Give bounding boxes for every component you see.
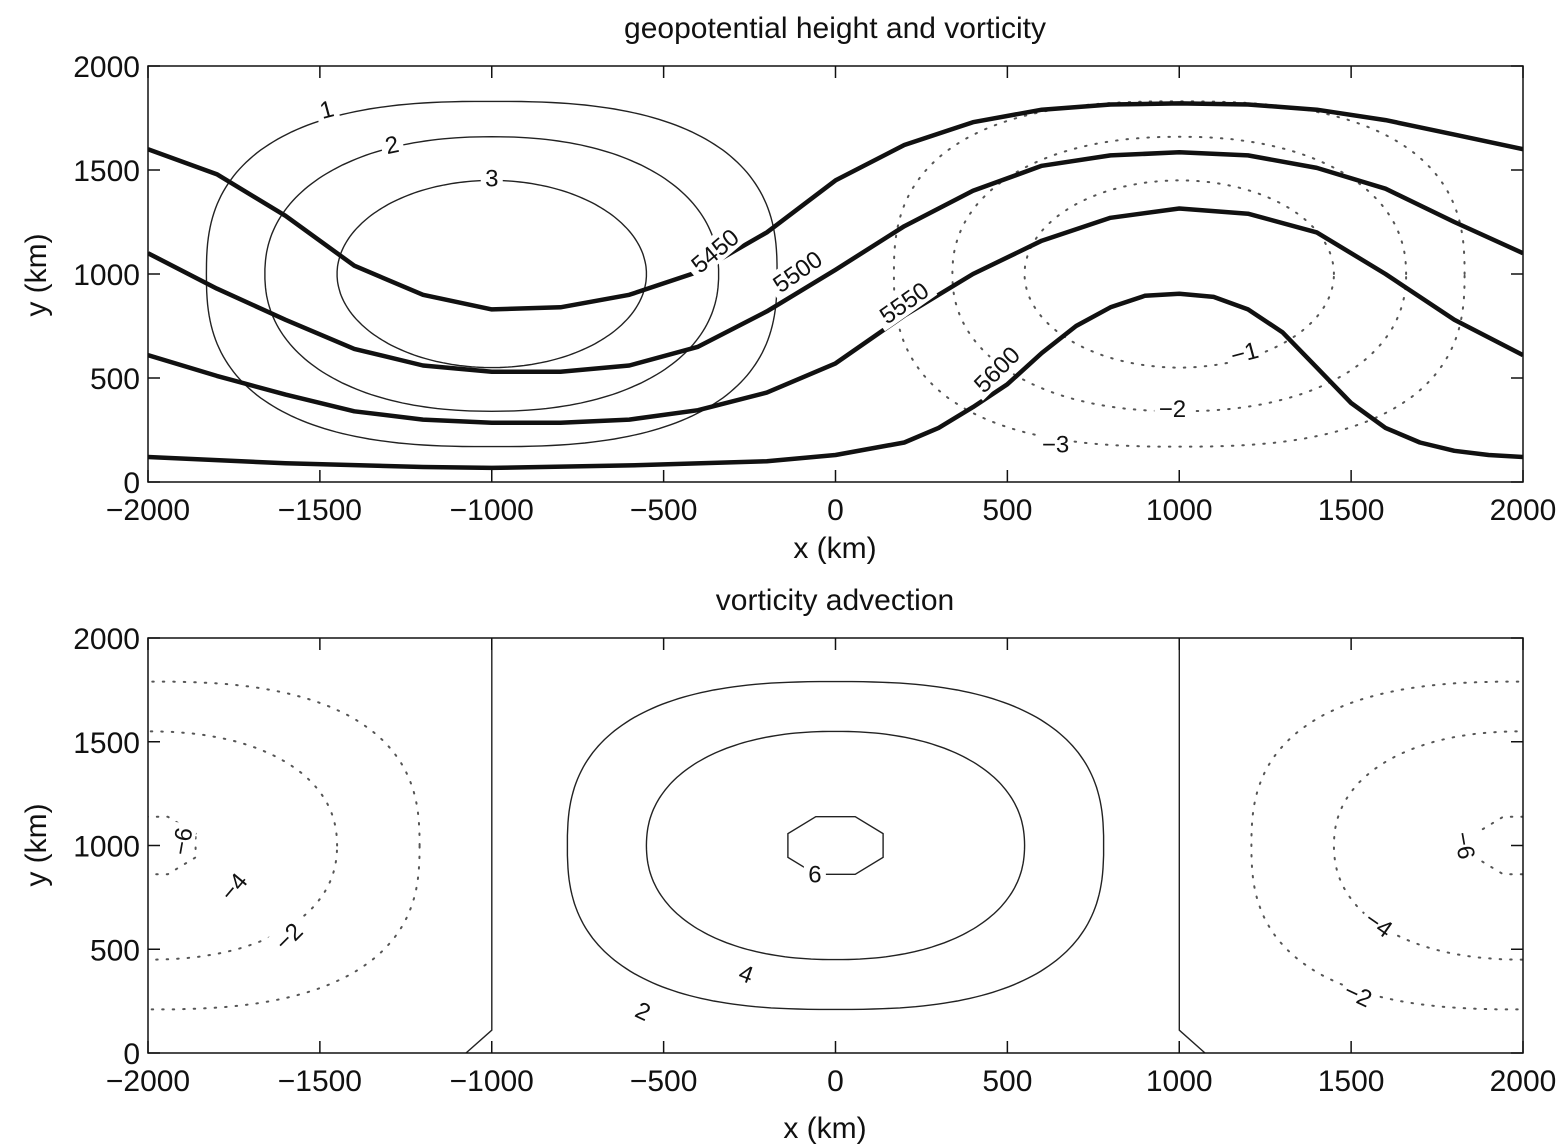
contour-label-background [1356,902,1402,945]
contour-layer [148,100,1523,471]
x-tick-label: 2000 [1490,1065,1557,1098]
y-tick-label: 500 [90,934,140,967]
axes-frame [147,65,1524,483]
x-axis-label: x (km) [793,532,876,565]
contour-label: 2 [383,131,402,160]
y-axis-label: y (km) [20,803,53,886]
contour-label-background [211,864,255,909]
contour-label-background [803,860,826,887]
advection-contour-positive [787,816,884,875]
panel-geopotential-height-and-vorticity: geopotential height and vorticity x (km)… [20,12,1556,565]
x-tick-label: 500 [982,494,1032,527]
advection-contour-negative [148,815,197,876]
advection-contour-positive [645,730,1026,961]
contour-label-background [266,914,311,959]
contour-layer [148,638,1523,1053]
x-tick-label: 1500 [1318,1065,1385,1098]
contour-label: −6 [1448,830,1479,862]
vorticity-contour-negative [951,135,1408,413]
x-tick-label: −1000 [450,494,534,527]
contour-label-background [1037,430,1074,457]
y-tick-label: 1500 [73,155,140,188]
x-tick-label: −2000 [106,494,190,527]
y-tick-label: 1000 [73,831,140,864]
contour-label-background [681,219,748,281]
contour-label-background [1223,334,1266,370]
contour-label: −2 [270,918,308,956]
panel-vorticity-advection: vorticity advection x (km) y (km) 246−2−… [20,584,1557,1145]
vorticity-contour-positive [264,135,720,413]
contour-label-background [480,164,503,191]
contour-label-background [1154,395,1191,422]
height-contour-line [148,150,1523,375]
contour-label: 3 [485,165,498,192]
contour-label: −4 [1359,906,1397,944]
contour-label: −3 [1042,432,1069,459]
contour-label: −4 [215,868,253,906]
vorticity-contour-negative [892,100,1466,448]
y-tick-label: 2000 [73,51,140,84]
contour-label-background [1336,974,1381,1014]
contour-label: −6 [167,826,198,858]
y-axis-label: y (km) [20,233,53,316]
x-tick-label: −1500 [278,1065,362,1098]
vorticity-contour-positive [205,100,778,448]
advection-contour-positive [566,680,1105,1011]
contour-label-background [378,129,406,160]
contour-label-background [627,994,659,1028]
y-tick-label: 500 [90,363,140,396]
contour-label-background [165,821,198,862]
x-tick-label: −500 [630,494,698,527]
x-tick-label: 1500 [1318,494,1385,527]
y-tick-label: 1000 [73,259,140,292]
contour-label-background [1449,825,1482,866]
advection-contour-negative [148,730,339,961]
advection-contour-negative [1250,680,1523,1011]
contour-label-background [312,93,341,125]
x-tick-label: −1500 [278,494,362,527]
y-tick-label: 0 [123,467,140,500]
chart-title: vorticity advection [716,584,954,617]
contour-label: −2 [1159,396,1186,423]
contour-label-background [964,337,1029,401]
zero-contour-line [465,638,493,1053]
x-tick-label: −1000 [450,1065,534,1098]
plot-area: 246−2−4−6−2−4−6−2000 −1500 −1000 −500 0 500 10… [73,623,1557,1098]
contour-label-background [731,957,762,990]
contour-label: 6 [808,862,821,889]
vorticity-contour-positive [336,179,648,369]
contour-label-background [870,273,938,332]
x-tick-label: 1000 [1146,494,1213,527]
x-axis-label: x (km) [783,1112,866,1145]
x-tick-label: 0 [827,494,844,527]
zero-contour-line [1178,638,1206,1053]
height-contour-line [148,101,1523,312]
x-tick-label: 2000 [1490,494,1557,527]
advection-contour-negative [148,680,421,1011]
y-tick-label: 1500 [73,727,140,760]
x-tick-label: 1000 [1146,1065,1213,1098]
x-tick-label: −500 [630,1065,698,1098]
y-tick-label: 0 [123,1038,140,1071]
contour-label-background [763,242,831,301]
x-tick-label: −2000 [106,1065,190,1098]
axes-frame [147,637,1524,1054]
x-tick-label: 500 [982,1065,1032,1098]
y-tick-label: 2000 [73,623,140,656]
height-contour-line [148,291,1523,471]
x-tick-label: 0 [827,1065,844,1098]
height-contour-line [148,206,1523,425]
chart-title: geopotential height and vorticity [624,12,1046,45]
